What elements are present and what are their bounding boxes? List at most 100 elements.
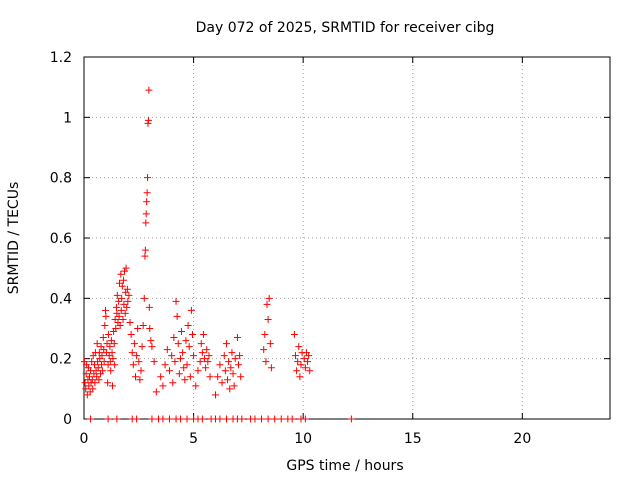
data-point-marker — [251, 415, 259, 423]
data-point-marker — [220, 352, 228, 360]
data-point-marker — [229, 370, 237, 378]
data-point-marker — [124, 297, 132, 305]
axis-ticks: 0 5 10 15 20 0 0.2 0.4 0.6 0.8 1 1.2 — [50, 50, 610, 447]
data-point-marker — [277, 415, 285, 423]
data-point-marker — [145, 303, 153, 311]
data-point-marker — [165, 415, 173, 423]
data-points — [80, 86, 355, 423]
data-point-marker — [182, 337, 190, 345]
x-tick-label: 5 — [189, 431, 198, 447]
data-point-marker — [165, 367, 173, 375]
data-point-marker — [300, 355, 308, 363]
data-point-marker — [105, 352, 113, 360]
data-point-marker — [180, 364, 188, 372]
data-point-marker — [98, 352, 106, 360]
data-point-marker — [128, 349, 136, 357]
data-point-marker — [296, 373, 304, 381]
data-point-marker — [89, 385, 97, 393]
data-point-marker — [159, 415, 167, 423]
data-point-marker — [82, 385, 90, 393]
data-point-marker — [198, 415, 206, 423]
data-point-marker — [133, 415, 141, 423]
data-point-marker — [265, 294, 273, 302]
data-point-marker — [194, 367, 202, 375]
data-point-marker — [123, 303, 131, 311]
y-tick-label: 0.2 — [50, 352, 72, 368]
data-point-marker — [101, 321, 109, 329]
data-point-marker — [104, 379, 112, 387]
data-point-marker — [107, 337, 115, 345]
data-point-marker — [100, 358, 108, 366]
data-point-marker — [288, 415, 296, 423]
data-point-marker — [91, 361, 99, 369]
data-point-marker — [157, 373, 165, 381]
data-point-marker — [143, 189, 151, 197]
data-point-marker — [152, 388, 160, 396]
data-point-marker — [184, 321, 192, 329]
data-point-marker — [204, 358, 212, 366]
data-point-marker — [176, 415, 184, 423]
data-point-marker — [176, 355, 184, 363]
data-point-marker — [235, 361, 243, 369]
data-point-marker — [196, 358, 204, 366]
data-point-marker — [150, 358, 158, 366]
data-point-marker — [99, 334, 107, 342]
x-tick-label: 10 — [294, 431, 312, 447]
data-point-marker — [81, 379, 89, 387]
grid-lines — [84, 57, 610, 419]
data-point-marker — [206, 373, 214, 381]
data-point-marker — [231, 355, 239, 363]
data-point-marker — [186, 373, 194, 381]
data-point-marker — [112, 325, 120, 332]
data-point-marker — [82, 370, 90, 378]
data-point-marker — [105, 331, 113, 339]
data-point-marker — [99, 367, 107, 375]
y-tick-label: 0.8 — [50, 171, 72, 187]
data-point-marker — [121, 309, 129, 317]
data-point-marker — [141, 252, 149, 260]
data-point-marker — [83, 361, 91, 369]
data-point-marker — [188, 331, 196, 339]
y-tick-label: 1.2 — [50, 50, 72, 66]
data-point-marker — [216, 361, 224, 369]
x-tick-label: 15 — [404, 431, 422, 447]
data-point-marker — [263, 300, 271, 308]
data-point-marker — [294, 358, 302, 366]
data-point-marker — [304, 358, 312, 366]
data-point-marker — [198, 349, 206, 357]
data-point-marker — [171, 358, 179, 366]
data-point-marker — [132, 373, 140, 381]
data-point-marker — [224, 376, 232, 384]
data-point-marker — [122, 264, 130, 272]
data-point-marker — [88, 358, 96, 366]
data-point-marker — [267, 364, 275, 372]
data-point-marker — [291, 352, 299, 360]
data-point-marker — [115, 297, 123, 305]
data-point-marker — [142, 219, 150, 227]
data-point-marker — [203, 346, 211, 354]
data-point-marker — [258, 415, 266, 423]
data-point-marker — [197, 340, 205, 348]
data-point-marker — [146, 325, 154, 332]
data-point-marker — [233, 334, 241, 342]
data-point-marker — [202, 364, 210, 372]
data-point-marker — [108, 349, 116, 357]
x-axis-label: GPS time / hours — [286, 458, 403, 474]
data-point-marker — [136, 376, 144, 384]
data-point-marker — [297, 361, 305, 369]
data-point-marker — [123, 285, 131, 293]
data-point-marker — [140, 294, 148, 302]
data-point-marker — [87, 415, 95, 423]
data-point-marker — [293, 367, 301, 375]
data-point-marker — [120, 300, 128, 308]
data-point-marker — [117, 306, 125, 314]
data-point-marker — [111, 361, 119, 369]
y-tick-label: 0.6 — [50, 231, 72, 247]
data-point-marker — [121, 267, 129, 275]
data-point-marker — [104, 415, 112, 423]
data-point-marker — [110, 340, 118, 348]
data-point-marker — [262, 358, 270, 366]
data-point-marker — [85, 373, 93, 381]
data-point-marker — [212, 391, 219, 399]
